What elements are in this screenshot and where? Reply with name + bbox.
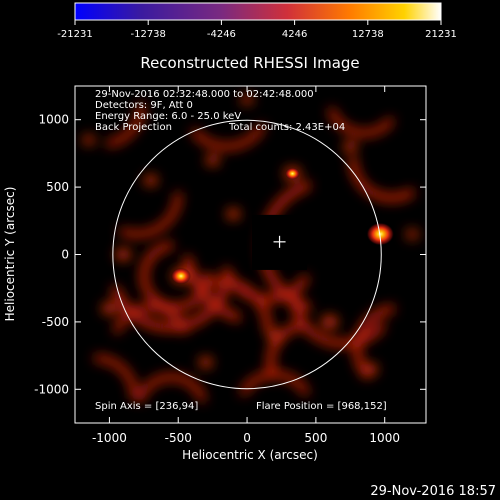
heatmap-blob: [406, 229, 419, 239]
y-tick-label: -500: [42, 315, 69, 329]
y-tick-label: 1000: [38, 113, 69, 127]
heatmap-arc: [349, 156, 415, 202]
heatmap-blob: [241, 94, 254, 105]
colorbar-tick-label: 4246: [282, 29, 307, 40]
heatmap-arc: [328, 107, 394, 137]
x-tick-label: 1000: [369, 431, 400, 445]
heatmap-blob: [343, 141, 358, 152]
annotation-line: 29-Nov-2016 02:32:48.000 to 02:42:48.000: [95, 89, 314, 100]
colorbar-tick-label: -21231: [57, 29, 92, 40]
colorbar-tick-label: 12738: [352, 29, 384, 40]
colorbar-tick-label: -12738: [130, 29, 165, 40]
y-axis-label: Heliocentric Y (arcsec): [3, 187, 17, 322]
annotation-line: Back Projection: [95, 122, 172, 133]
heatmap-blob: [364, 363, 378, 375]
bright-source: [285, 167, 300, 180]
y-tick-label: 500: [46, 180, 69, 194]
spin-axis-cross: [273, 235, 286, 248]
colorbar-ticks: -21231 -12738 -4246 4246 12738 21231: [57, 20, 457, 40]
heatmap-blob: [115, 248, 131, 261]
y-axis: -1000 -500 0 500 1000: [34, 113, 426, 396]
heatmap-arc: [136, 373, 206, 402]
x-tick-label: 500: [304, 431, 327, 445]
heatmap-arc: [119, 191, 182, 238]
x-axis-label: Heliocentric X (arcsec): [182, 448, 318, 462]
colorbar-tick-label: 21231: [425, 29, 457, 40]
heatmap-arc: [266, 321, 307, 379]
heatmap-arc: [183, 255, 242, 322]
heatmap-arc: [113, 303, 188, 334]
heatmap-arc: [207, 277, 272, 333]
bright-source: [171, 267, 191, 285]
flare-position-label: Flare Position = [968,152]: [256, 401, 387, 412]
heatmap-arc: [353, 305, 396, 379]
y-tick-label: -1000: [34, 382, 69, 396]
solar-limb-circle: [112, 119, 382, 390]
spin-axis-label: Spin Axis = [236,94]: [95, 401, 198, 412]
annotation-line: Energy Range: 6.0 - 25.0 keV: [95, 111, 241, 122]
heatmap-blob: [205, 154, 220, 166]
x-tick-label: -500: [165, 431, 192, 445]
annotation-line: Detectors: 9F, Att 0: [95, 100, 193, 111]
heatmap-blob: [226, 208, 241, 220]
heatmap-blob: [143, 175, 158, 186]
heatmap-blob: [267, 330, 282, 341]
chart-title: Reconstructed RHESSI Image: [140, 54, 359, 72]
x-tick-label: 0: [243, 431, 251, 445]
heatmap-arc: [140, 241, 211, 311]
annotation-line: Total counts: 2.43E+04: [228, 122, 345, 133]
heatmap-arc: [105, 102, 145, 147]
footer-timestamp: 29-Nov-2016 18:57: [370, 484, 496, 499]
bright-sources: [171, 167, 395, 285]
heatmap-blob: [198, 357, 213, 368]
y-tick-label: 0: [61, 248, 69, 262]
x-axis: -1000 -500 0 500 1000: [92, 86, 400, 445]
x-tick-label: -1000: [92, 431, 127, 445]
bright-source: [366, 222, 395, 246]
heatmap-arc: [290, 291, 386, 348]
heatmap-arc: [240, 371, 310, 396]
heatmap-blob: [82, 135, 95, 145]
annotations: 29-Nov-2016 02:32:48.000 to 02:42:48.000…: [95, 89, 345, 133]
colorbar: [74, 2, 442, 21]
heatmap-blob: [101, 302, 117, 315]
heatmap-arc: [111, 285, 229, 332]
image-plot-area: [75, 86, 426, 423]
colorbar-tick-label: -4246: [207, 29, 236, 40]
heatmap-blob: [321, 315, 338, 329]
heatmap-arc: [93, 354, 138, 400]
heatmap-arc: [191, 124, 265, 151]
